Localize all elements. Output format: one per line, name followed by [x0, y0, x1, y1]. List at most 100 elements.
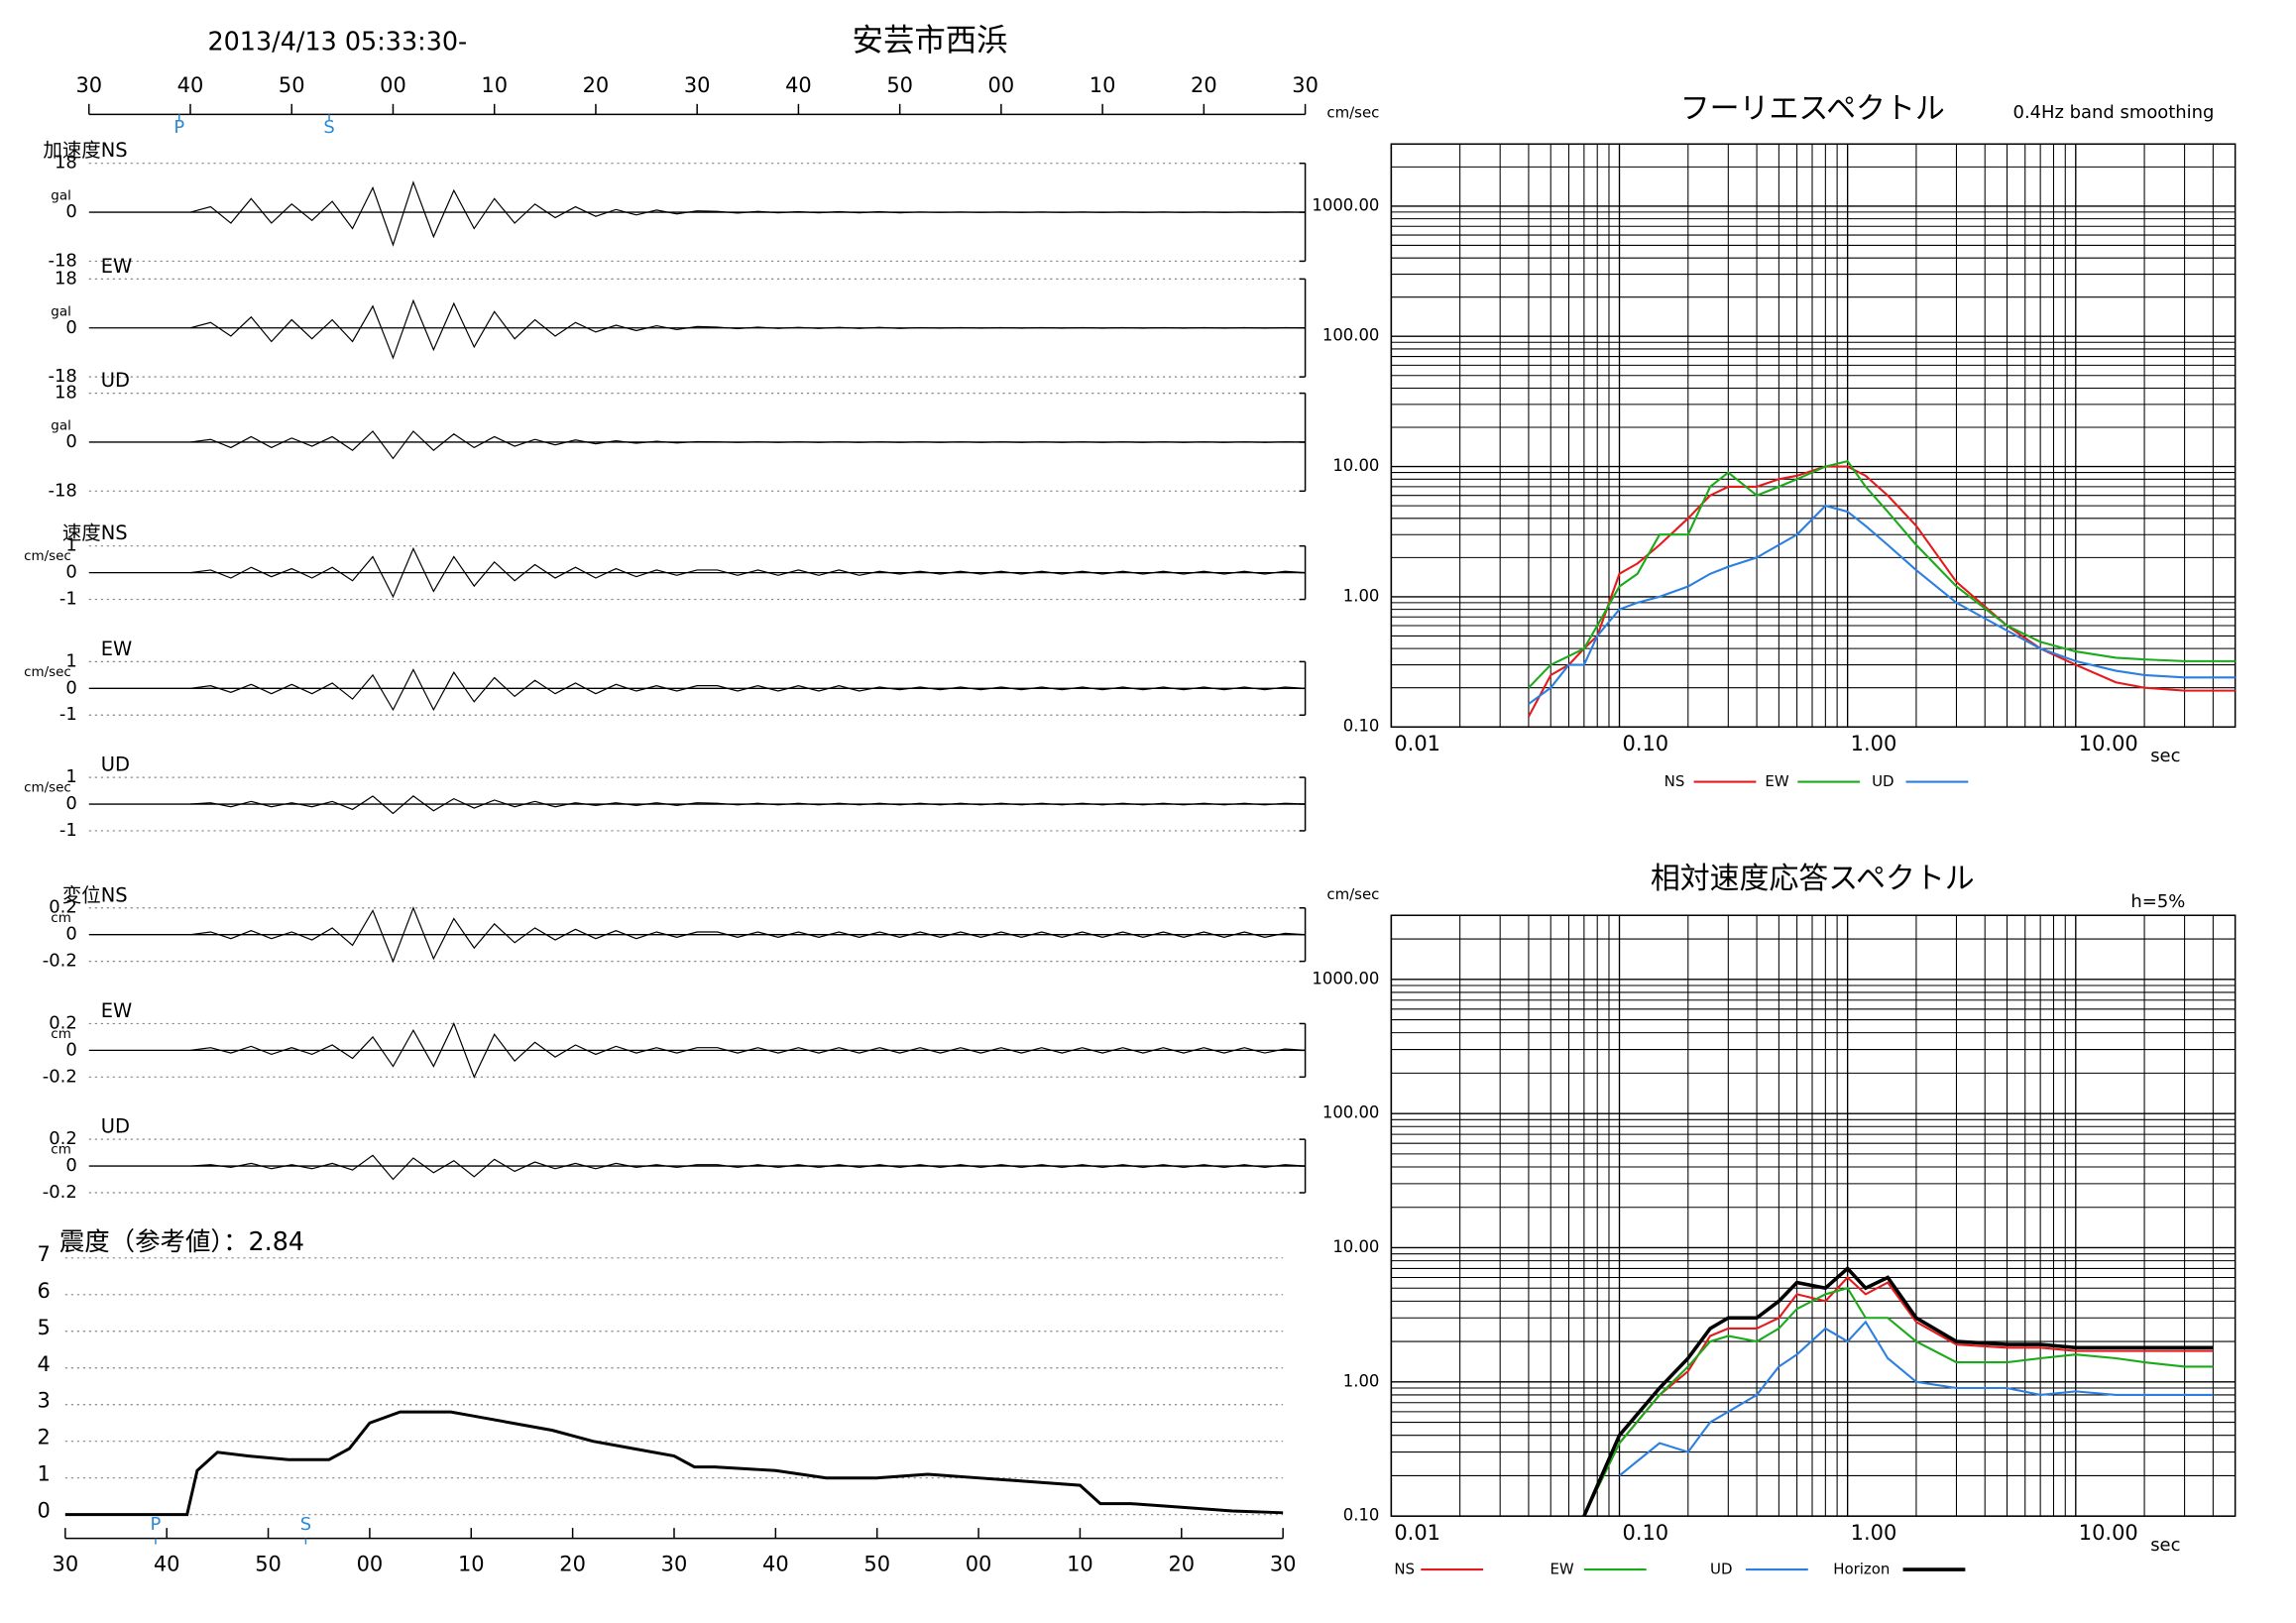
chart-title: フーリエスペクトル: [1680, 91, 1945, 126]
y-tick-label: -18: [48, 366, 76, 387]
series-label: NS: [101, 883, 128, 906]
phase-label: P: [151, 1514, 162, 1535]
x-tick-label: 50: [279, 73, 305, 97]
unit-label: cm: [51, 1027, 71, 1042]
x-tick-label: 20: [1168, 1553, 1195, 1576]
unit-label: cm/sec: [24, 781, 71, 796]
y-tick-label: 100.00: [1322, 1103, 1380, 1122]
legend-label: NS: [1665, 772, 1685, 790]
y-tick-label: 0: [65, 793, 76, 814]
y-tick-label: 18: [55, 153, 77, 174]
waveform-trace: [189, 1154, 1306, 1181]
y-tick-label: -0.2: [43, 1066, 77, 1087]
x-tick-label: 0.01: [1394, 1521, 1440, 1545]
chart-subtitle: 0.4Hz band smoothing: [2013, 102, 2215, 123]
x-tick-label: 10: [458, 1553, 485, 1576]
y-axis-label: cm/sec: [1326, 885, 1379, 903]
y-tick-label: 6: [38, 1279, 51, 1303]
spectrum-line: [1528, 459, 2236, 689]
unit-label: gal: [51, 419, 71, 434]
legend-label: UD: [1710, 1561, 1732, 1578]
x-tick-label: 50: [255, 1553, 282, 1576]
x-tick-label: 30: [1270, 1553, 1297, 1576]
x-tick-label: 10: [1067, 1553, 1093, 1576]
y-tick-label: 2: [38, 1426, 51, 1449]
y-tick-label: 0.2: [49, 897, 77, 918]
x-tick-label: 00: [380, 73, 406, 97]
y-tick-label: 1: [65, 650, 76, 671]
spectrum-line: [1528, 504, 2236, 705]
unit-label: cm: [51, 911, 71, 926]
y-tick-label: 18: [55, 383, 77, 404]
group-label: 変位: [62, 883, 101, 906]
y-tick-label: 1.00: [1343, 586, 1380, 605]
y-tick-label: 1: [65, 766, 76, 787]
y-tick-label: 4: [38, 1352, 51, 1376]
y-tick-label: 0: [65, 1155, 76, 1176]
x-tick-label: 10.00: [2079, 1521, 2138, 1545]
x-tick-label: 20: [583, 73, 610, 97]
waveform-trace: [189, 1021, 1306, 1079]
series-label: EW: [101, 255, 133, 278]
x-tick-label: 00: [988, 73, 1015, 97]
x-tick-label: 40: [154, 1553, 180, 1576]
y-tick-label: -0.2: [43, 951, 77, 972]
unit-label: cm/sec: [24, 665, 71, 680]
y-tick-label: 0.2: [49, 1128, 77, 1149]
legend-label: Horizon: [1833, 1561, 1890, 1578]
chart-title: 震度（参考値）：2.84: [59, 1226, 304, 1256]
y-tick-label: 0: [65, 1039, 76, 1060]
spectrum-line: [1582, 1286, 2214, 1517]
datetime: 2013/4/13 05:33:30-: [207, 27, 467, 57]
series-label: NS: [101, 522, 128, 544]
series-label: UD: [101, 369, 130, 392]
x-tick-label: 30: [684, 73, 711, 97]
waveform-trace: [189, 668, 1306, 712]
unit-label: cm/sec: [24, 549, 71, 564]
y-tick-label: -1: [59, 704, 77, 725]
x-tick-label: 1.00: [1851, 732, 1897, 755]
legend-label: EW: [1765, 772, 1788, 790]
y-tick-label: 0: [65, 317, 76, 338]
x-tick-label: 0.10: [1623, 1521, 1669, 1545]
series-label: EW: [101, 999, 133, 1022]
series-label: NS: [101, 139, 128, 162]
waveform-trace: [189, 298, 1306, 360]
unit-label: cm: [51, 1143, 71, 1158]
x-tick-label: 40: [762, 1553, 789, 1576]
phase-label: S: [323, 117, 334, 138]
x-tick-label: 0.10: [1623, 732, 1669, 755]
plot-frame: [1390, 143, 2237, 728]
series-label: UD: [101, 1115, 130, 1138]
series-label: EW: [101, 638, 133, 660]
y-tick-label: 1: [38, 1462, 51, 1486]
y-axis-label: cm/sec: [1326, 103, 1379, 121]
waveform-trace: [189, 546, 1306, 599]
waveform-trace: [189, 795, 1306, 815]
x-axis-label: sec: [2150, 1535, 2180, 1556]
x-tick-label: 10: [1090, 73, 1116, 97]
x-tick-label: 30: [75, 73, 102, 97]
chart-title: 相対速度応答スペクトル: [1651, 862, 1975, 896]
phase-label: S: [300, 1514, 311, 1535]
y-tick-label: 0.2: [49, 1012, 77, 1033]
phase-label: P: [173, 117, 184, 138]
legend-label: EW: [1550, 1561, 1573, 1578]
group-label: 速度: [62, 522, 101, 544]
y-tick-label: 3: [38, 1389, 51, 1413]
y-tick-label: 0: [38, 1499, 51, 1523]
y-tick-label: 1000.00: [1312, 195, 1379, 214]
intensity-line: [64, 1410, 1284, 1517]
y-tick-label: -1: [59, 589, 77, 610]
legend-label: NS: [1394, 1561, 1415, 1578]
unit-label: gal: [51, 304, 71, 319]
y-tick-label: 0: [65, 677, 76, 698]
station: 安芸市西浜: [853, 23, 1008, 58]
x-tick-label: 20: [559, 1553, 586, 1576]
y-tick-label: 0: [65, 562, 76, 583]
plot-frame: [1390, 914, 2237, 1517]
y-tick-label: 0: [65, 201, 76, 222]
waveform-trace: [189, 180, 1306, 247]
x-tick-label: 30: [661, 1553, 688, 1576]
